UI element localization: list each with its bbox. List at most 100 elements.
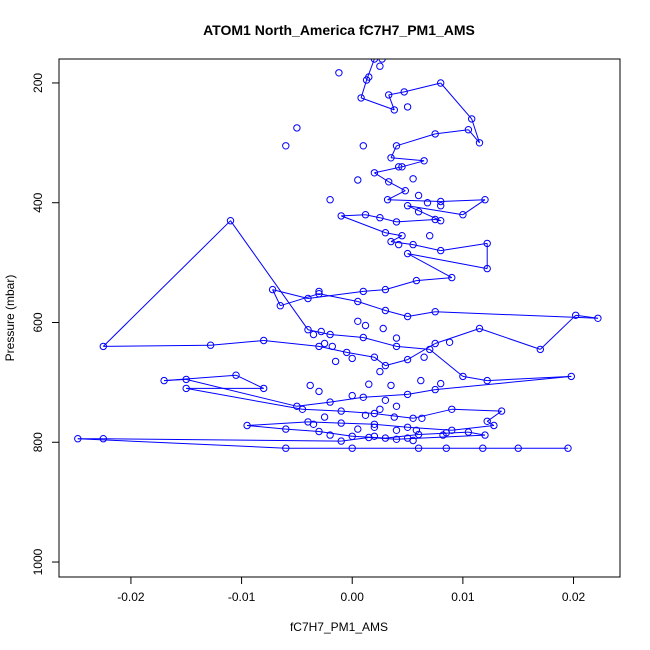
series-line-segment [374, 413, 414, 419]
series-line-segment [407, 389, 436, 395]
series-line-segment [407, 311, 436, 317]
data-point [304, 326, 312, 334]
data-point [426, 345, 434, 354]
data-point [317, 327, 325, 336]
data-point [276, 302, 284, 310]
data-point [572, 311, 580, 319]
series-line-segment [307, 290, 364, 299]
data-point [431, 339, 439, 348]
data-point [354, 176, 362, 184]
series-line-segment [363, 393, 408, 398]
series-line-segment [103, 344, 211, 347]
data-point [337, 407, 345, 415]
series-line-segment [346, 351, 375, 358]
data-point [426, 232, 434, 240]
data-point [420, 157, 428, 165]
y-axis-label: Pressure (mbar) [3, 275, 17, 362]
y-tick-label: 1000 [31, 548, 45, 575]
data-point [459, 372, 467, 381]
series-line-segment [247, 425, 286, 430]
data-point [348, 432, 356, 440]
data-point [403, 423, 412, 431]
data-point [395, 163, 403, 171]
data-point [370, 423, 379, 431]
data-point [326, 398, 334, 406]
data-point [320, 413, 329, 421]
x-axis: -0.02 -0.01 0.00 0.01 0.02 [117, 576, 586, 604]
data-point [306, 381, 314, 390]
series-line-segment [407, 205, 441, 222]
series-line-segment [390, 157, 425, 162]
data-point [412, 276, 421, 285]
series-line-segment [341, 422, 375, 425]
series-line-segment [307, 421, 342, 424]
series-line-segment [440, 82, 473, 120]
data-point [378, 59, 386, 63]
data-point [376, 405, 384, 413]
series-line-segment [401, 160, 425, 168]
data-point [385, 91, 393, 99]
series-line-segment [407, 253, 488, 270]
data-point [381, 229, 390, 237]
series-line-segment [407, 205, 463, 216]
data-point [268, 285, 277, 294]
series-line-segment [471, 118, 480, 143]
y-axis: 200 400 600 800 1000 [31, 73, 60, 575]
series-line-segment [302, 408, 342, 412]
data-point [475, 139, 484, 147]
data-point [348, 391, 356, 400]
data-point [370, 420, 379, 428]
data-point [395, 240, 403, 249]
data-point [403, 355, 412, 364]
data-point [359, 287, 367, 296]
series-line-segment [388, 91, 405, 96]
series-line-segment [341, 437, 369, 442]
data-point [243, 421, 251, 430]
series-line-segment [385, 310, 408, 317]
series-line-segment [360, 97, 395, 111]
data-point [337, 212, 345, 220]
series-line-segment [388, 94, 395, 111]
series-line-segment [429, 349, 464, 377]
data-point [370, 353, 379, 361]
series-line-segment [263, 340, 320, 347]
series-line-segment [374, 166, 403, 174]
data-point [335, 69, 343, 77]
data-point [381, 361, 390, 370]
series-line-segment [486, 420, 495, 426]
series-line-segment [77, 438, 286, 449]
series-line-segment [451, 425, 494, 431]
data-point [315, 287, 323, 296]
data-point [383, 196, 392, 204]
data-point [514, 444, 522, 452]
data-point [468, 115, 476, 123]
data-point [437, 202, 445, 210]
data-point [365, 433, 373, 442]
data-point [490, 421, 498, 430]
data-point [315, 387, 323, 396]
data-point [445, 338, 454, 346]
data-point [409, 414, 417, 422]
data-point [379, 324, 387, 333]
data-point [260, 336, 268, 345]
series-line-segment [412, 244, 441, 252]
x-tick-label: 0.01 [451, 590, 475, 604]
data-point [309, 330, 318, 339]
data-point [359, 393, 367, 401]
data-point [359, 333, 367, 342]
data-point [418, 414, 426, 422]
data-point [483, 239, 491, 248]
data-point [354, 425, 362, 433]
series-line-segment [435, 129, 469, 135]
data-point [385, 178, 393, 186]
series-line-segment [341, 214, 366, 217]
data-point [381, 306, 390, 315]
series-line-segment [366, 59, 375, 81]
data-point [392, 142, 401, 150]
series-line-segment [416, 277, 452, 282]
data-point [315, 342, 323, 351]
series-line-segment [230, 220, 309, 330]
data-point [392, 334, 401, 342]
series-line-segment [186, 378, 298, 407]
